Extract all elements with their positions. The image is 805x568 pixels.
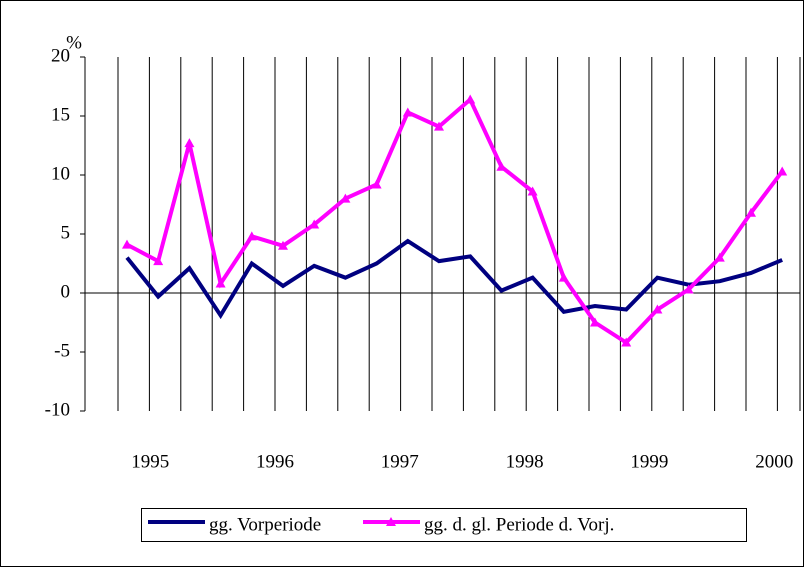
x-tick-label: 1998 xyxy=(506,451,544,472)
point-marker xyxy=(465,94,476,104)
point-marker xyxy=(278,240,288,250)
y-tick-label: 10 xyxy=(51,163,70,184)
legend-label: gg. Vorperiode xyxy=(209,514,321,535)
point-marker xyxy=(777,166,788,176)
legend-label: gg. d. gl. Periode d. Vorj. xyxy=(424,514,614,535)
point-marker xyxy=(215,278,226,288)
point-marker xyxy=(122,239,132,249)
point-marker xyxy=(340,193,351,203)
legend xyxy=(141,508,747,542)
x-tick-label: 1995 xyxy=(131,451,169,472)
point-marker xyxy=(371,179,382,189)
y-tick-label: 0 xyxy=(61,281,71,302)
x-tick-label: 1996 xyxy=(256,451,294,472)
point-marker xyxy=(496,161,507,171)
point-marker xyxy=(652,304,663,314)
point-marker xyxy=(434,121,444,131)
point-marker xyxy=(683,284,694,294)
x-tick-label: 1997 xyxy=(381,451,419,472)
y-tick-label: 20 xyxy=(51,45,70,66)
point-marker xyxy=(184,138,195,148)
x-tick-label: 1999 xyxy=(630,451,668,472)
point-marker xyxy=(527,186,538,196)
series-line xyxy=(125,238,783,320)
point-marker xyxy=(621,337,632,347)
point-marker xyxy=(714,252,725,262)
series-line xyxy=(126,96,784,346)
legend-marker xyxy=(386,517,396,526)
point-marker xyxy=(746,207,756,217)
point-marker xyxy=(153,256,164,266)
point-marker xyxy=(309,219,320,229)
y-tick-label: 15 xyxy=(51,104,70,125)
point-marker xyxy=(402,107,413,117)
point-marker xyxy=(558,272,569,282)
x-tick-label: 2000 xyxy=(755,451,793,472)
point-marker xyxy=(246,231,257,241)
y-tick-label: -10 xyxy=(45,399,70,420)
y-tick-label: 5 xyxy=(61,222,71,243)
point-marker xyxy=(590,317,600,327)
y-axis-label: % xyxy=(66,32,82,53)
y-tick-label: -5 xyxy=(54,340,70,361)
